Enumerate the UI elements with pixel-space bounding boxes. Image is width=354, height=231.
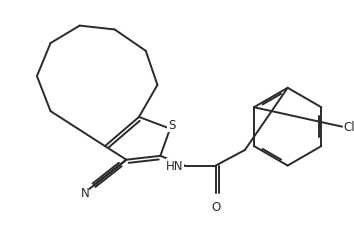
Text: HN: HN	[166, 159, 184, 172]
Text: Cl: Cl	[343, 121, 354, 134]
Text: N: N	[81, 186, 90, 199]
Text: O: O	[211, 200, 221, 213]
Text: S: S	[169, 119, 176, 132]
